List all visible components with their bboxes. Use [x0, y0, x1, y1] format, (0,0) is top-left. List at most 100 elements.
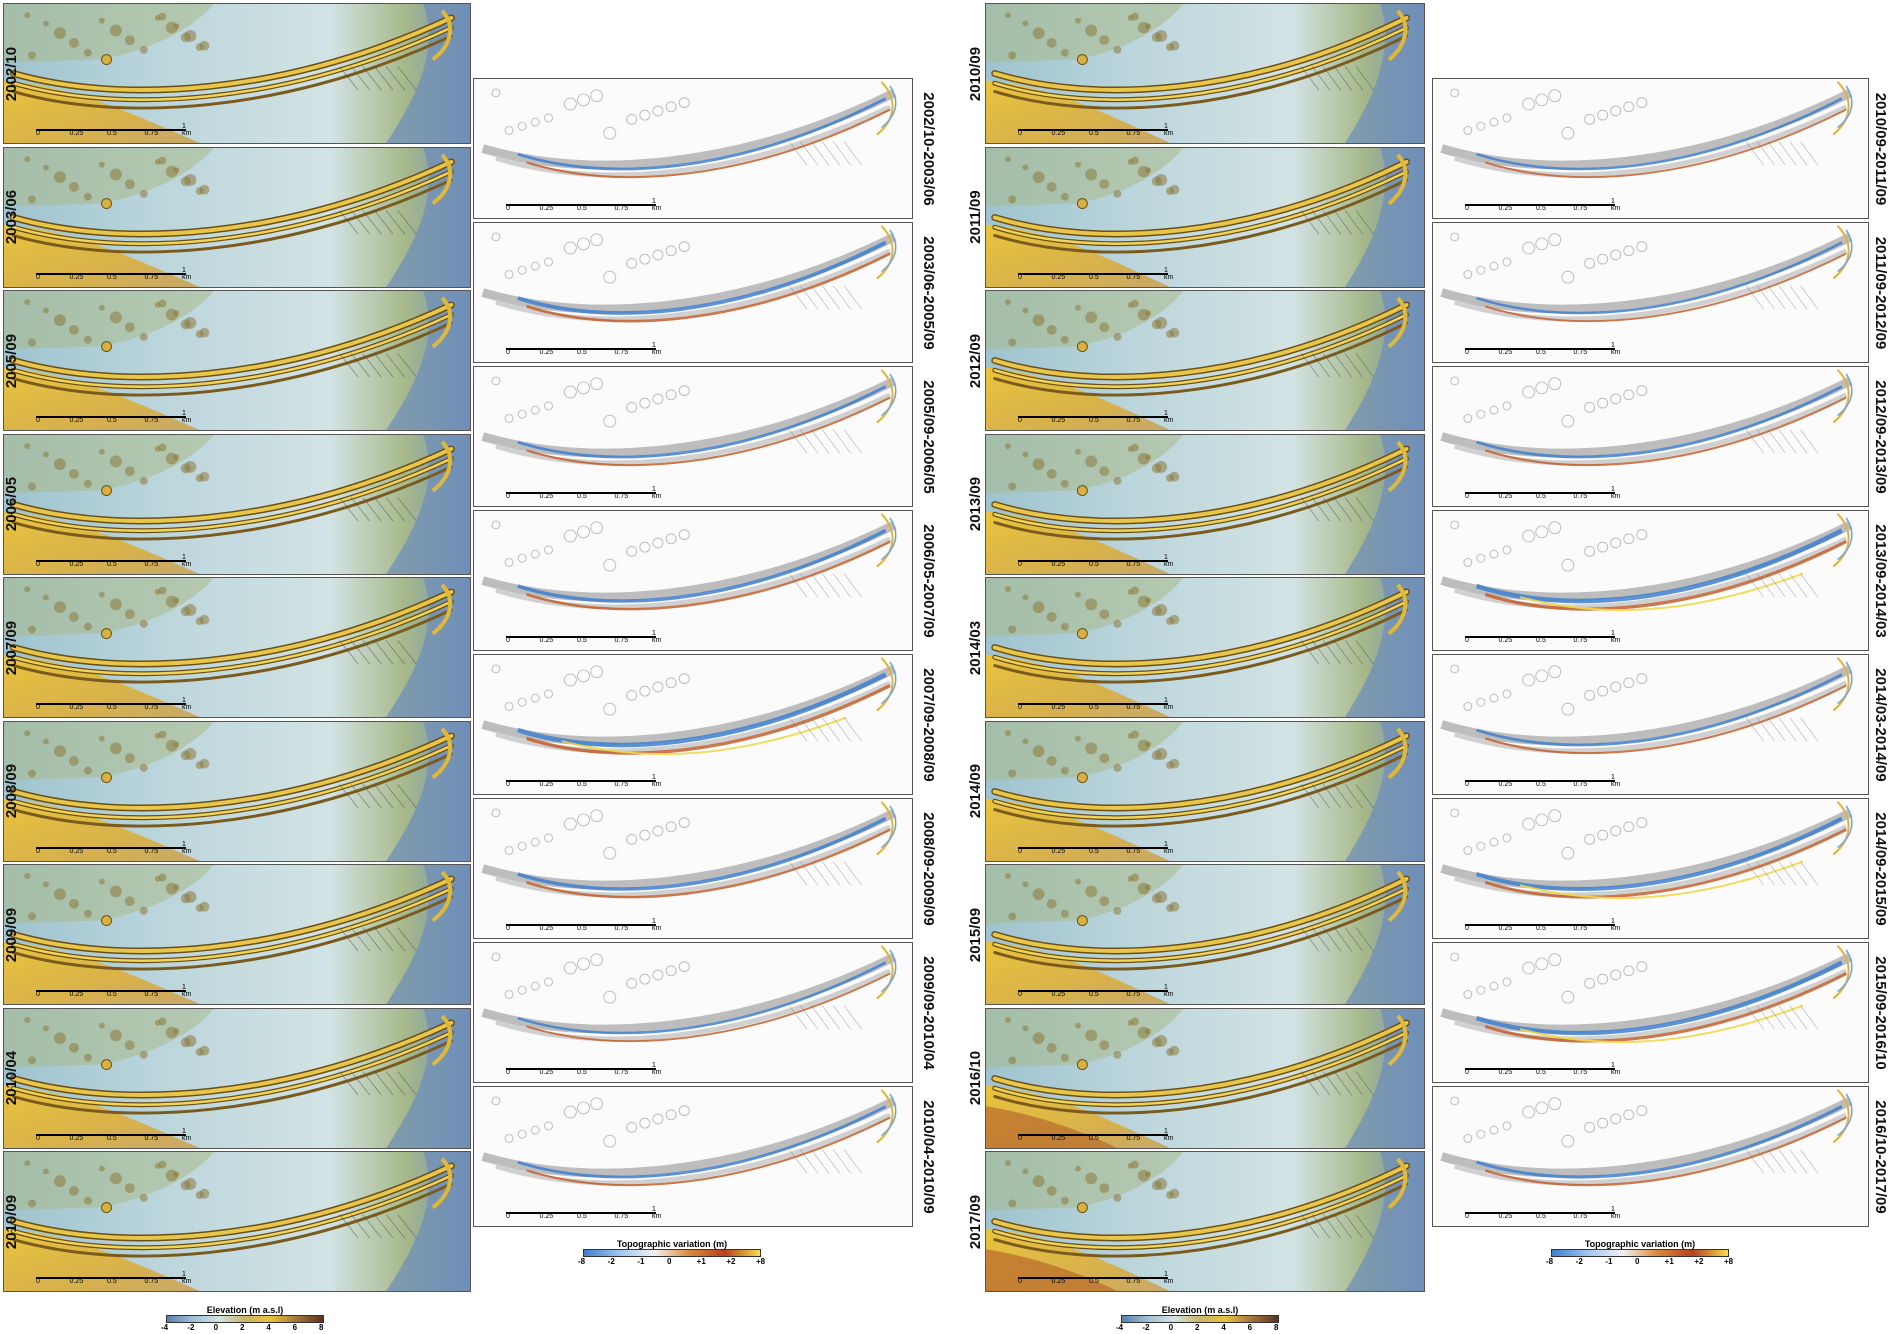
scale-bar-tick: 0.5 — [1089, 704, 1099, 711]
scale-bar-tick: 0.75 — [615, 1069, 629, 1076]
legend-title: Elevation (m a.s.l) — [1115, 1305, 1285, 1315]
legend-tick: 2 — [1195, 1323, 1199, 1332]
scale-bar-tick: 1 km — [1164, 123, 1173, 137]
scale-bar: 0 0.25 0.5 0.75 1 km — [36, 269, 186, 281]
scale-bar: 0 0.25 0.5 0.75 1 km — [506, 488, 656, 500]
scale-bar-tick: 0.75 — [1574, 1213, 1588, 1220]
scale-bar: 0 0.25 0.5 0.75 1 km — [36, 412, 186, 424]
elevation-date-label: 2014/03 — [967, 608, 985, 688]
scale-bar-tick: 0 — [506, 205, 510, 212]
variation-map-panel: 0 0.25 0.5 0.75 1 km — [1432, 798, 1869, 939]
scale-bar: 0 0.25 0.5 0.75 1 km — [1018, 556, 1168, 568]
elevation-date-label: 2007/09 — [3, 608, 21, 688]
scale-bar-tick: 0.75 — [1127, 704, 1141, 711]
scale-bar-tick: 0.25 — [540, 1213, 554, 1220]
scale-bar-tick: 0 — [506, 781, 510, 788]
scale-bar-tick: 0.75 — [145, 991, 159, 998]
scale-bar-tick: 0 — [36, 561, 40, 568]
variation-map-panel: 0 0.25 0.5 0.75 1 km — [473, 510, 913, 651]
elevation-map-panel: 0 0.25 0.5 0.75 1 km — [3, 434, 471, 575]
scale-bar-tick: 0.25 — [1052, 417, 1066, 424]
scale-bar-tick: 0 — [1465, 637, 1469, 644]
variation-period-label: 2016/10-2017/09 — [1871, 1087, 1889, 1227]
scale-bar-tick: 0 — [1018, 848, 1022, 855]
elevation-map-panel: 0 0.25 0.5 0.75 1 km — [3, 3, 471, 144]
scale-bar-tick: 1 km — [1611, 486, 1620, 500]
scale-bar-tick: 0 — [1465, 781, 1469, 788]
legend-title: Topographic variation (m) — [577, 1239, 767, 1249]
elevation-date-label: 2003/06 — [3, 177, 21, 257]
scale-bar-tick: 0 — [36, 417, 40, 424]
scale-bar-tick: 0.5 — [107, 991, 117, 998]
variation-map-panel: 0 0.25 0.5 0.75 1 km — [1432, 366, 1869, 507]
scale-bar-tick: 0.75 — [145, 848, 159, 855]
scale-bar-tick: 0.5 — [1089, 274, 1099, 281]
scale-bar: 0 0.25 0.5 0.75 1 km — [1018, 1130, 1168, 1142]
scale-bar: 0 0.25 0.5 0.75 1 km — [506, 200, 656, 212]
scale-bar-tick: 0.5 — [1536, 349, 1546, 356]
elevation-date-label: 2010/09 — [967, 34, 985, 114]
scale-bar-tick: 0.5 — [577, 493, 587, 500]
scale-bar: 0 0.25 0.5 0.75 1 km — [36, 1273, 186, 1285]
scale-bar-tick: 0.75 — [1127, 130, 1141, 137]
scale-bar: 0 0.25 0.5 0.75 1 km — [1018, 986, 1168, 998]
scale-bar: 0 0.25 0.5 0.75 1 km — [506, 344, 656, 356]
elevation-date-label: 2014/09 — [967, 751, 985, 831]
legend-tick: -1 — [1605, 1257, 1612, 1266]
scale-bar-tick: 1 km — [1164, 697, 1173, 711]
scale-bar: 0 0.25 0.5 0.75 1 km — [36, 843, 186, 855]
legend-tick: +2 — [1694, 1257, 1703, 1266]
legend-tick: 0 — [1169, 1323, 1173, 1332]
variation-period-label: 2014/09-2015/09 — [1871, 799, 1889, 939]
legend-tick: 0 — [667, 1257, 671, 1266]
scale-bar-tick: 0.5 — [107, 274, 117, 281]
variation-map-panel: 0 0.25 0.5 0.75 1 km — [473, 78, 913, 219]
scale-bar-tick: 1 km — [652, 630, 661, 644]
scale-bar-tick: 0.25 — [1499, 493, 1513, 500]
elevation-date-label: 2010/09 — [3, 1182, 21, 1262]
legend-tick: +1 — [1665, 1257, 1674, 1266]
legend-color-bar — [1551, 1249, 1729, 1257]
scale-bar-tick: 1 km — [652, 918, 661, 932]
scale-bar-tick: 0.25 — [1052, 991, 1066, 998]
scale-bar-tick: 0 — [1465, 493, 1469, 500]
scale-bar-tick: 0.75 — [1127, 417, 1141, 424]
elevation-date-label: 2010/04 — [3, 1038, 21, 1118]
elevation-date-label: 2011/09 — [967, 177, 985, 257]
scale-bar-tick: 1 km — [1164, 1128, 1173, 1142]
elevation-map-panel: 0 0.25 0.5 0.75 1 km — [3, 864, 471, 1005]
legend-tick: -2 — [187, 1323, 194, 1332]
scale-bar-tick: 1 km — [182, 1128, 191, 1142]
scale-bar-tick: 1 km — [1611, 774, 1620, 788]
variation-period-label: 2012/09-2013/09 — [1871, 367, 1889, 507]
scale-bar-tick: 0.75 — [1574, 1069, 1588, 1076]
scale-bar-tick: 0.5 — [1089, 1278, 1099, 1285]
scale-bar-tick: 0 — [506, 349, 510, 356]
legend-tick: 8 — [319, 1323, 323, 1332]
scale-bar-tick: 1 km — [182, 123, 191, 137]
scale-bar-tick: 0.75 — [1574, 637, 1588, 644]
scale-bar-tick: 0.5 — [107, 704, 117, 711]
scale-bar: 0 0.25 0.5 0.75 1 km — [506, 1064, 656, 1076]
scale-bar-tick: 0.25 — [540, 349, 554, 356]
scale-bar: 0 0.25 0.5 0.75 1 km — [1018, 125, 1168, 137]
scale-bar: 0 0.25 0.5 0.75 1 km — [36, 986, 186, 998]
scale-bar-tick: 0 — [1018, 274, 1022, 281]
scale-bar-tick: 0.25 — [1052, 1278, 1066, 1285]
scale-bar: 0 0.25 0.5 0.75 1 km — [1018, 699, 1168, 711]
legend-tick: 6 — [293, 1323, 297, 1332]
scale-bar-tick: 0.5 — [577, 1213, 587, 1220]
scale-bar-tick: 0 — [1018, 1278, 1022, 1285]
legend-tick: 4 — [1221, 1323, 1225, 1332]
legend-color-bar — [583, 1249, 761, 1257]
variation-legend: Topographic variation (m) -8 -2 -1 0 +1 +2 +8 — [577, 1239, 767, 1267]
scale-bar: 0 0.25 0.5 0.75 1 km — [1465, 344, 1615, 356]
elevation-date-label: 2013/09 — [967, 464, 985, 544]
scale-bar-tick: 0 — [36, 848, 40, 855]
elevation-date-label: 2015/09 — [967, 895, 985, 975]
scale-bar-tick: 0 — [36, 1278, 40, 1285]
scale-bar-tick: 0.75 — [1574, 781, 1588, 788]
legend-tick: +8 — [756, 1257, 765, 1266]
elevation-map-panel: 0 0.25 0.5 0.75 1 km — [985, 147, 1425, 288]
scale-bar-tick: 0.75 — [1127, 1278, 1141, 1285]
